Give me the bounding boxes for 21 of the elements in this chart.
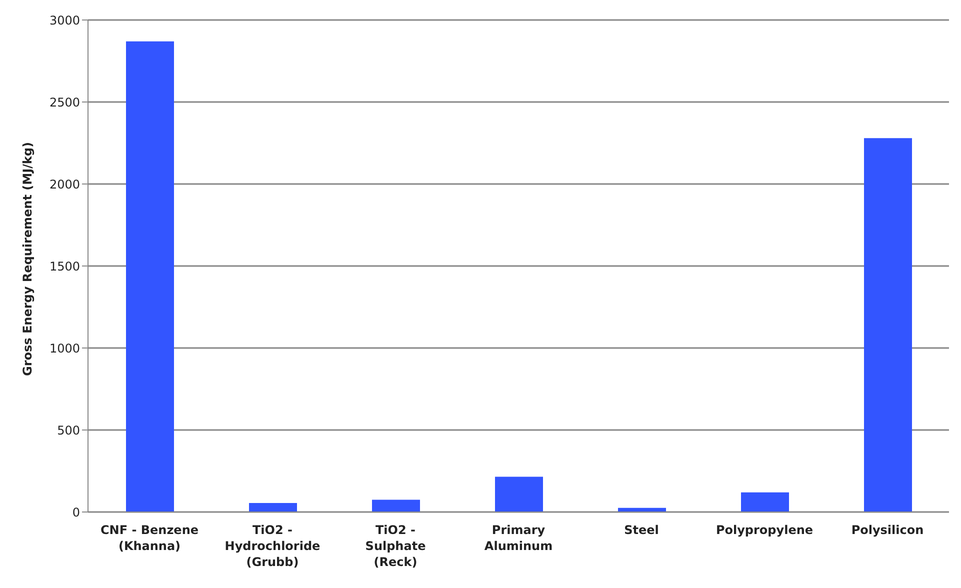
y-tick-label: 1500 xyxy=(49,259,80,274)
y-tick-label: 500 xyxy=(57,423,80,438)
y-tick-label: 2000 xyxy=(49,177,80,192)
y-tick-label: 0 xyxy=(72,505,80,520)
y-axis-title: Gross Energy Requirement (MJ/kg) xyxy=(20,142,34,376)
y-tick-label: 2500 xyxy=(49,95,80,110)
y-tick-label: 3000 xyxy=(49,13,80,28)
bar xyxy=(249,502,297,512)
x-tick-label: TiO2 - Sulphate (Reck) xyxy=(365,523,426,569)
y-tick-label: 1000 xyxy=(49,341,80,356)
bar xyxy=(495,476,543,512)
bar xyxy=(741,492,789,512)
bar xyxy=(126,41,174,512)
x-tick-label: CNF - Benzene (Khanna) xyxy=(100,523,199,553)
bar xyxy=(372,500,420,512)
x-tick-label: Primary Aluminum xyxy=(484,523,553,553)
x-tick-label: Polypropylene xyxy=(716,523,814,537)
x-tick-label: TiO2 - Hydrochloride (Grubb) xyxy=(224,523,320,569)
bar xyxy=(864,138,912,512)
x-tick-label: Steel xyxy=(624,523,659,537)
x-tick-label: Polysilicon xyxy=(851,523,924,537)
